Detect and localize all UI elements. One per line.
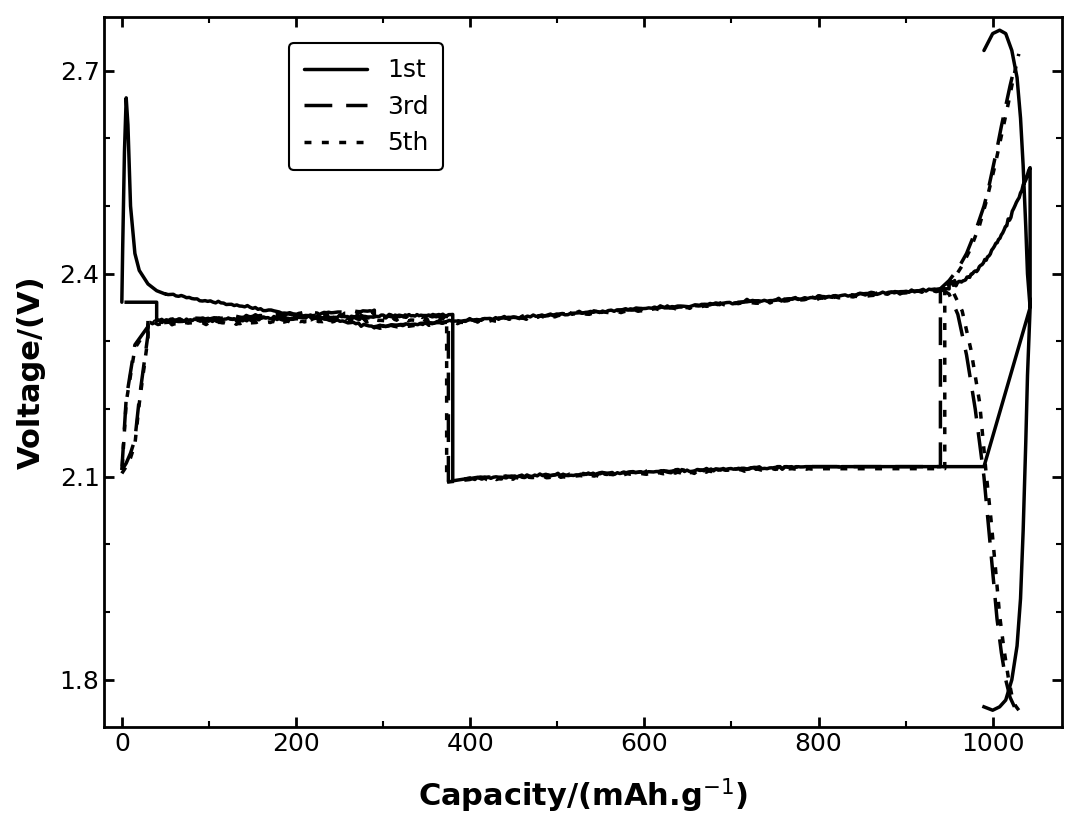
- 1st: [469, 314, 482, 324]
- 3rd: [650, 302, 663, 312]
- X-axis label: Capacity/(mAh.g$^{-1}$): Capacity/(mAh.g$^{-1}$): [419, 777, 749, 815]
- 3rd: [338, 308, 351, 318]
- 5th: [233, 314, 246, 324]
- 1st: [978, 46, 991, 56]
- 3rd: [991, 144, 1003, 154]
- 1st: [368, 323, 381, 333]
- 5th: [115, 468, 128, 478]
- Legend: 1st, 3rd, 5th: 1st, 3rd, 5th: [289, 43, 443, 171]
- 1st: [115, 297, 128, 307]
- 3rd: [176, 315, 189, 325]
- 5th: [709, 301, 722, 311]
- 5th: [815, 293, 828, 303]
- 3rd: [943, 275, 956, 285]
- 1st: [885, 287, 898, 297]
- 3rd: [851, 289, 864, 299]
- Y-axis label: Voltage/(V): Voltage/(V): [16, 275, 45, 468]
- 3rd: [1008, 62, 1021, 72]
- Line: 3rd: 3rd: [122, 67, 1014, 470]
- 5th: [1012, 49, 1025, 59]
- 3rd: [115, 465, 128, 475]
- 1st: [859, 290, 872, 300]
- 5th: [537, 312, 550, 322]
- Line: 1st: 1st: [122, 30, 1030, 328]
- 1st: [879, 289, 892, 299]
- 1st: [648, 302, 661, 312]
- 5th: [866, 290, 879, 300]
- 5th: [721, 300, 734, 310]
- 1st: [974, 260, 987, 270]
- 1st: [993, 25, 1006, 35]
- Line: 5th: 5th: [122, 54, 1019, 473]
